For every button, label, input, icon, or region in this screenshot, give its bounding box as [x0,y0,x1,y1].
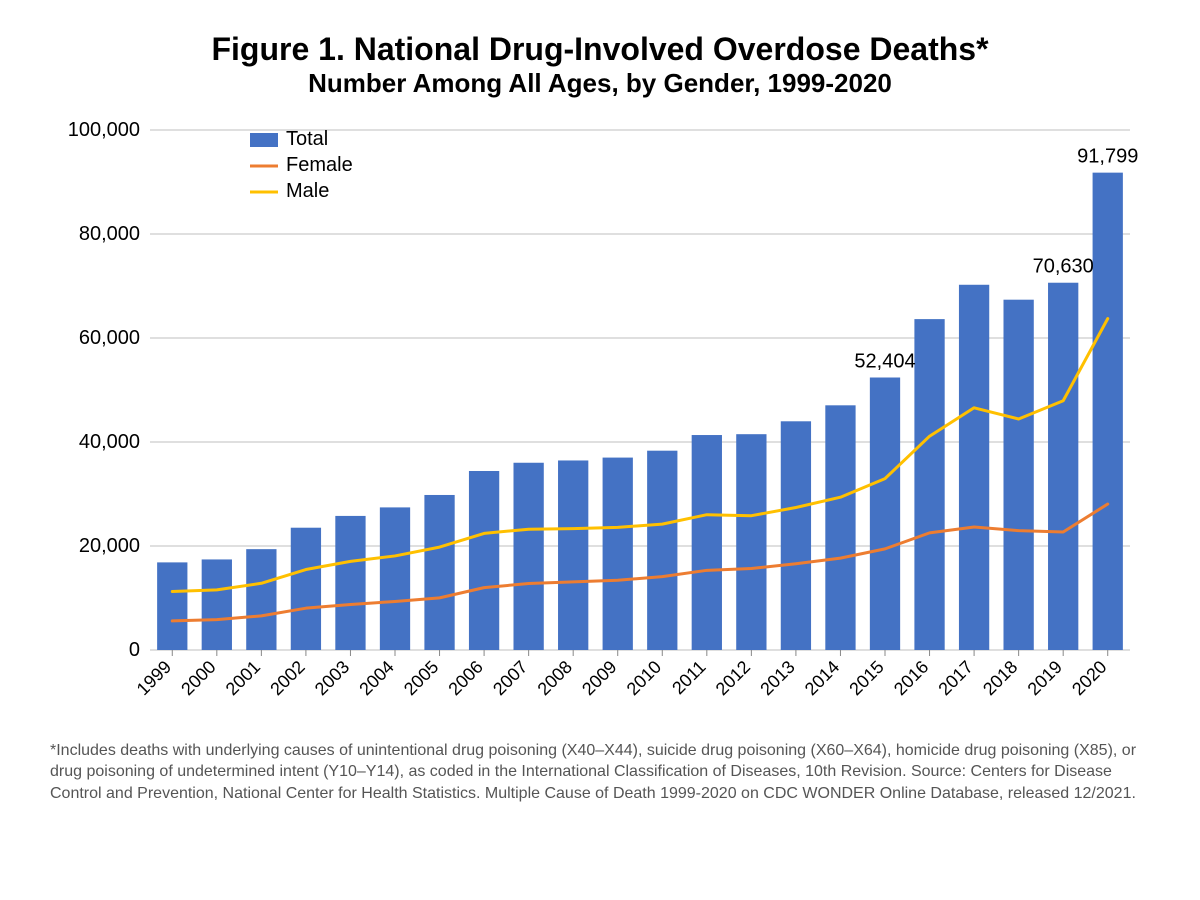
bar-2002 [291,527,321,649]
bar-2004 [380,507,410,650]
bar-2003 [335,515,365,649]
bar-2016 [914,319,944,650]
data-label-2020: 91,799 [1077,145,1138,167]
y-tick-label: 0 [129,639,140,661]
bar-2001 [246,549,276,650]
bar-2009 [603,457,633,649]
x-tick-label-2015: 2015 [845,656,887,698]
footnote-text: *Includes deaths with underlying causes … [50,740,1150,805]
bar-2005 [424,495,454,650]
bar-2018 [1003,299,1033,649]
x-tick-label-2018: 2018 [979,656,1021,698]
data-label-2015: 52,404 [854,350,915,372]
chart-svg: 0 20,000 40,000 60,000 80,000 100,000 52,404 70… [50,110,1150,730]
legend-item-female: Female [286,154,353,176]
bar-2000 [202,559,232,650]
bar-2006 [469,471,499,650]
bar-2014 [825,405,855,650]
bar-2012 [736,434,766,650]
legend-item-total: Total [286,128,328,150]
title-main: Figure 1. National Drug-Involved Overdos… [50,30,1150,68]
legend-item-male: Male [286,180,329,202]
bar-2015 [870,377,900,650]
x-tick-label-2002: 2002 [266,656,308,698]
y-tick-label: 40,000 [79,431,140,453]
data-label-2019: 70,630 [1033,255,1094,277]
bar-2007 [513,462,543,649]
chart-area: 0 20,000 40,000 60,000 80,000 100,000 52,404 70… [50,110,1150,730]
x-tick-label-2020: 2020 [1068,656,1110,698]
x-tick-label-2012: 2012 [712,656,754,698]
x-tick-label-2006: 2006 [444,656,486,698]
bar-2017 [959,284,989,649]
bar-2011 [692,435,722,650]
x-tick-label-1999: 1999 [133,656,175,698]
x-tick-label-2004: 2004 [355,656,397,698]
bar-2010 [647,450,677,649]
bar-2008 [558,460,588,650]
bar-2013 [781,421,811,650]
x-tick-label-2000: 2000 [177,656,219,698]
x-tick-label-2014: 2014 [801,656,843,698]
y-tick-label: 60,000 [79,327,140,349]
x-tick-label-2016: 2016 [890,656,932,698]
y-tick-label: 80,000 [79,223,140,245]
bar-2020 [1093,172,1123,649]
x-tick-label-2010: 2010 [623,656,665,698]
title-subtitle: Number Among All Ages, by Gender, 1999-2… [50,68,1150,99]
x-tick-label-2011: 2011 [668,656,710,698]
x-tick-label-2009: 2009 [578,656,620,698]
x-tick-label-2005: 2005 [400,656,442,698]
figure-container: Figure 1. National Drug-Involved Overdos… [0,0,1200,900]
x-tick-label-2007: 2007 [489,656,531,698]
x-tick-label-2003: 2003 [311,656,353,698]
title-block: Figure 1. National Drug-Involved Overdos… [50,30,1150,100]
x-tick-label-2019: 2019 [1024,656,1066,698]
bar-1999 [157,562,187,650]
y-tick-label: 100,000 [68,119,140,141]
y-tick-label: 20,000 [79,535,140,557]
x-tick-label-2013: 2013 [756,656,798,698]
bar-2019 [1048,282,1078,649]
x-tick-label-2001: 2001 [222,656,264,698]
x-tick-label-2017: 2017 [934,656,976,698]
x-tick-label-2008: 2008 [534,656,576,698]
